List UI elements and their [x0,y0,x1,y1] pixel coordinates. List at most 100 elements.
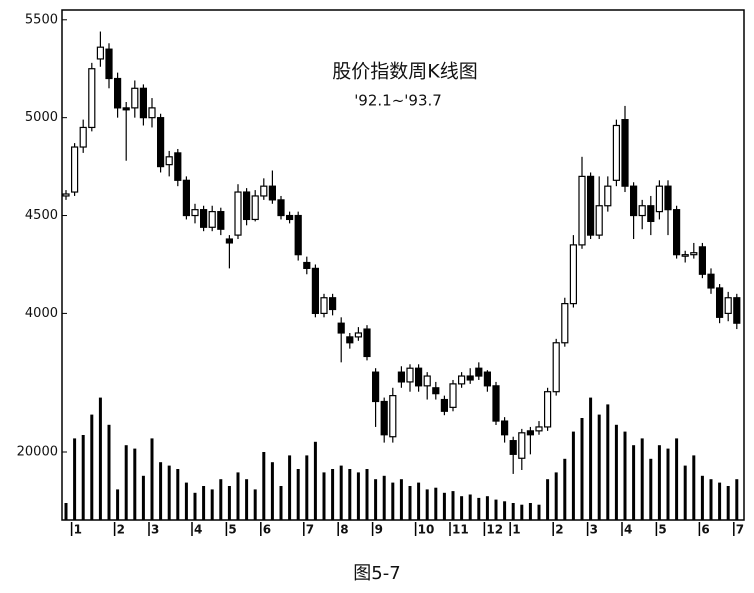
candle-body [191,209,199,217]
candle-body [483,371,491,387]
volume-bar [408,486,412,520]
candle-body [70,146,79,193]
volume-bar [692,455,696,520]
volume-bar [597,414,601,520]
plot-frame [61,9,745,521]
volume-bar [511,503,515,520]
candle-body [294,214,302,256]
candle-body [569,244,578,305]
volume-bar [339,465,343,520]
candle-body [526,430,535,436]
volume-bar [399,479,403,520]
volume-bar [580,418,584,520]
y-tick-label: 4500 [25,208,58,223]
volume-bar [571,431,575,520]
volume-bar [589,397,593,520]
volume-bar [107,424,111,520]
volume-bar [666,448,670,520]
volume-bar [116,489,120,520]
candle-body [647,205,655,223]
x-tick-label: 3 [590,523,598,537]
candle-body [423,375,431,387]
candle-body [578,175,586,246]
volume-bar [365,469,369,520]
candle-body [586,175,595,236]
candle-body [612,124,621,181]
x-tick-label: 9 [375,523,383,537]
y-tick-label: 5500 [25,12,58,27]
volume-bar [73,438,77,520]
x-tick-label: 1 [512,523,520,537]
volume-bar [391,482,395,520]
volume-bar [683,465,687,520]
candle-body [535,426,543,432]
y-tick-label: 4000 [25,306,58,321]
candle-body [320,297,328,315]
candle-body [363,328,371,358]
volume-bar [279,486,283,520]
candle-body [707,273,715,289]
volume-bar [98,397,102,520]
x-tick-label: 1 [74,523,82,537]
volume-bar [485,496,489,520]
volume-bar [623,431,627,520]
candle-body [329,297,337,311]
candle-body [346,336,354,344]
volume-bar [90,414,94,520]
candle-body [655,185,664,213]
volume-bar [554,472,558,520]
caption: 图5-7 [353,563,400,584]
candle-body [303,261,311,269]
candle-body [96,46,105,60]
candle-body [251,195,259,221]
candle-body [543,391,552,428]
volume-bar [245,479,249,520]
volume-bar [81,435,85,520]
candle-body [595,205,603,236]
volume-bar [356,472,360,520]
candle-body [225,238,233,244]
volume-bar [270,462,274,520]
candle-body [122,107,130,111]
candle-body [131,87,139,109]
candle-body [440,398,448,412]
volume-bar [313,441,317,520]
volume-bar [632,445,636,520]
volume-bar [141,475,145,520]
chart-subtitle: '92.1~'93.7 [354,92,442,110]
x-tick-label: 5 [658,523,666,537]
candle-body [200,209,208,228]
volume-bar [537,504,541,520]
candle-body [629,185,638,217]
chart-title: 股价指数周K线图 [332,61,477,83]
candle-body [174,152,182,181]
volume-bar [460,496,464,520]
candle-body [260,185,268,197]
volume-bar [657,445,661,520]
x-tick-label: 4 [624,523,632,537]
candle-body [733,297,741,324]
candle-body [715,287,724,318]
candle-body [672,209,681,256]
volume-bar [726,486,730,520]
y2-tick-label: 20000 [17,445,58,460]
candle-body [148,107,156,119]
candle-body [458,375,466,385]
volume-bar [382,475,386,520]
candle-body [492,385,500,422]
candle-body [518,432,526,459]
candle-body [372,371,380,403]
volume-bar [124,445,128,520]
volume-bar [442,492,446,520]
candle-body [165,156,173,166]
candle-body [139,87,147,119]
volume-bar [253,489,257,520]
volume-bar [417,482,421,520]
candle-body [690,252,698,256]
candle-body [389,395,397,438]
candle-body [286,214,294,221]
candle-body [311,267,319,315]
candle-body [698,246,707,275]
volume-bar [477,497,481,520]
